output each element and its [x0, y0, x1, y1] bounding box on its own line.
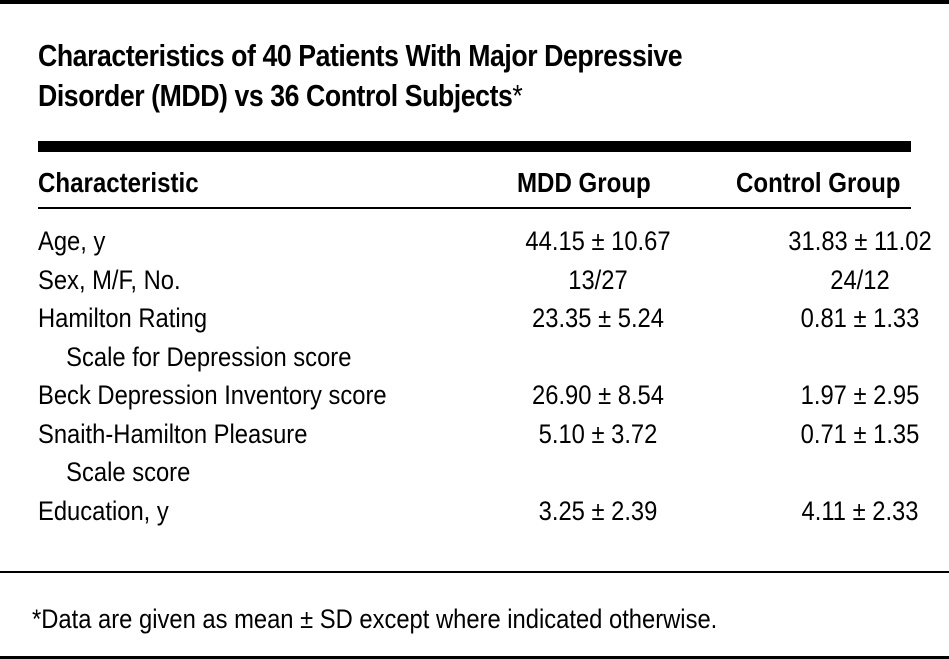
mdd-value: 13/27: [568, 264, 628, 295]
row-label: Hamilton Rating: [38, 303, 208, 333]
title-line-2: Disorder (MDD) vs 36 Control Subjects*: [38, 76, 795, 116]
top-border: [0, 0, 949, 4]
title-footnote-marker: *: [512, 78, 523, 113]
row-label-continuation: Scale score: [38, 453, 443, 492]
table-footnote: *Data are given as mean ± SD except wher…: [32, 604, 718, 634]
table-row: Age, y 44.15 ± 10.67 31.83 ± 11.02: [38, 222, 932, 261]
table-body: Age, y 44.15 ± 10.67 31.83 ± 11.02 Sex, …: [38, 222, 932, 531]
row-label-continuation-text: Scale for Depression score: [66, 341, 352, 372]
row-label: Beck Depression Inventory score: [38, 380, 387, 410]
bottom-border: [0, 656, 949, 659]
mdd-value: 26.90 ± 8.54: [532, 380, 664, 410]
mdd-value: 5.10 ± 3.72: [538, 418, 658, 449]
row-label-continuation: Scale for Depression score: [38, 338, 443, 377]
control-value: 24/12: [830, 264, 890, 295]
title-line-2-text: Disorder (MDD) vs 36 Control Subjects: [38, 78, 513, 113]
column-header-control-group: Control Group: [736, 167, 901, 198]
title-line-1: Characteristics of 40 Patients With Majo…: [38, 38, 683, 73]
row-label: Age, y: [38, 226, 106, 256]
header-bottom-rule: [38, 207, 911, 209]
row-label-continuation-text: Scale score: [66, 457, 191, 487]
control-value: 4.11 ± 2.33: [801, 495, 919, 526]
control-value: 1.97 ± 2.95: [800, 380, 920, 410]
column-header-mdd-group: MDD Group: [517, 167, 651, 198]
footnote-divider: [0, 571, 949, 573]
header-top-rule: [38, 141, 911, 152]
control-value: 0.71 ± 1.35: [800, 418, 920, 449]
mdd-value: 23.35 ± 5.24: [532, 303, 664, 333]
table-row: Hamilton Rating Scale for Depression sco…: [38, 299, 919, 377]
column-header-characteristic: Characteristic: [38, 167, 199, 198]
table-row: Beck Depression Inventory score 26.90 ± …: [38, 376, 919, 415]
row-label: Sex, M/F, No.: [38, 264, 181, 295]
table-row: Education, y 3.25 ± 2.39 4.11 ± 2.33: [38, 492, 918, 531]
table-title: Characteristics of 40 Patients With Majo…: [38, 36, 795, 116]
control-value: 31.83 ± 11.02: [788, 226, 932, 256]
row-label: Education, y: [38, 495, 169, 526]
mdd-value: 3.25 ± 2.39: [538, 495, 658, 526]
control-value: 0.81 ± 1.33: [800, 303, 920, 333]
table-row: Sex, M/F, No. 13/27 24/12: [38, 261, 911, 300]
table-row: Snaith-Hamilton Pleasure Scale score 5.1…: [38, 415, 919, 492]
mdd-value: 44.15 ± 10.67: [525, 226, 671, 256]
row-label: Snaith-Hamilton Pleasure: [38, 418, 308, 449]
